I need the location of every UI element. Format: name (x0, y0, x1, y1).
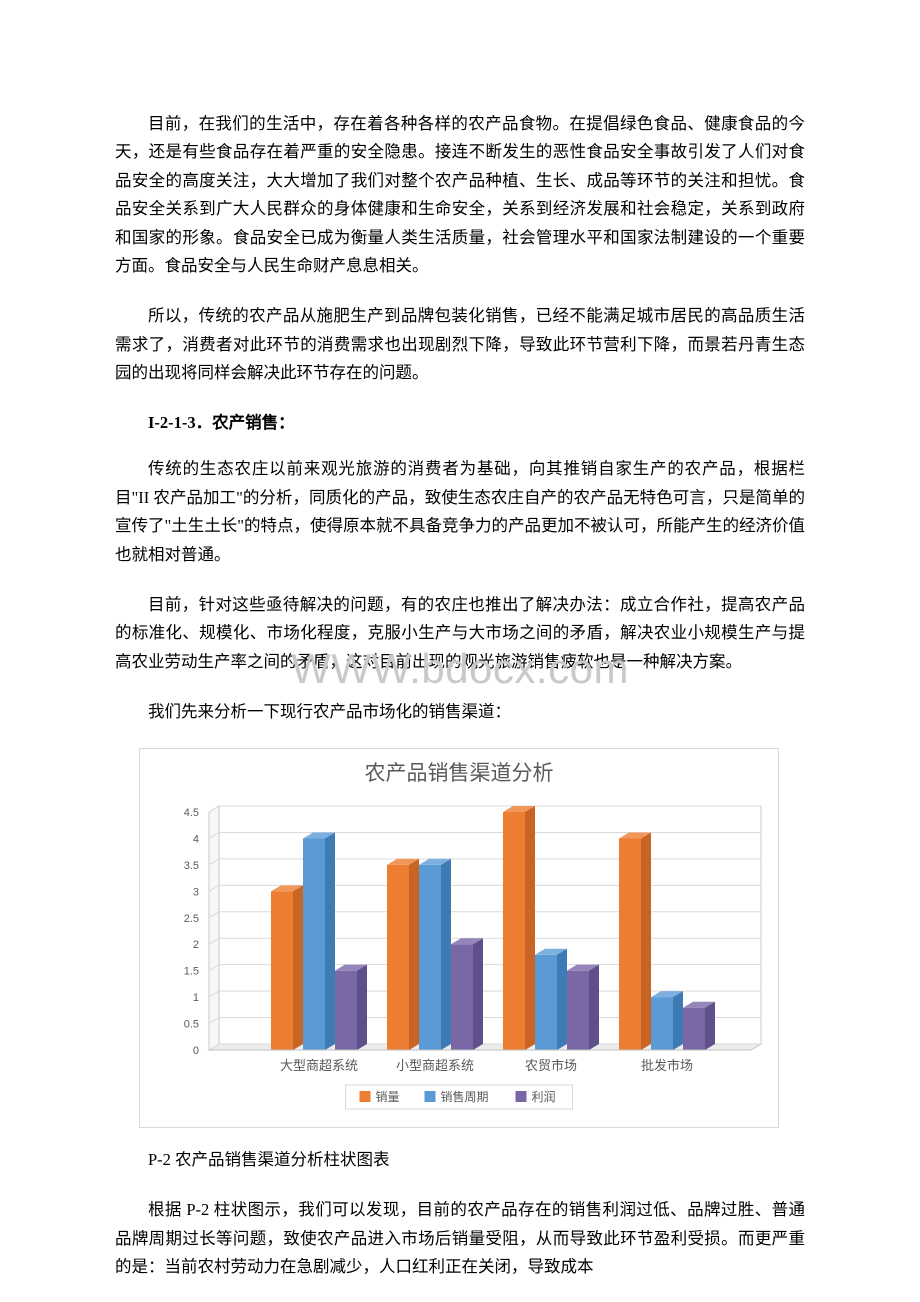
paragraph-5: 我们先来分析一下现行农产品市场化的销售渠道： (115, 698, 805, 726)
svg-text:大型商超系统: 大型商超系统 (280, 1058, 358, 1073)
svg-text:利润: 利润 (532, 1090, 556, 1104)
svg-text:小型商超系统: 小型商超系统 (396, 1058, 474, 1073)
svg-text:1.5: 1.5 (184, 966, 199, 978)
paragraph-2: 所以，传统的农产品从施肥生产到品牌包装化销售，已经不能满足城市居民的高品质生活需… (115, 302, 805, 387)
paragraph-6: 根据 P-2 柱状图示，我们可以发现，目前的农产品存在的销售利润过低、品牌过胜、… (115, 1196, 805, 1281)
paragraph-3: 传统的生态农庄以前来观光旅游的消费者为基础，向其推销自家生产的农产品，根据栏目"… (115, 455, 805, 569)
sales-channel-chart: 农产品销售渠道分析 0 0.5 1 1.5 2 2.5 3 3.5 4 4.5 大型商超系统 小型商超系… (139, 748, 779, 1128)
svg-text:农产品销售渠道分析: 农产品销售渠道分析 (365, 762, 554, 785)
svg-text:3.5: 3.5 (184, 860, 199, 872)
svg-text:0: 0 (193, 1045, 199, 1057)
section-heading: I-2-1-3．农产销售： (115, 409, 805, 433)
svg-text:3: 3 (193, 887, 199, 899)
paragraph-4: 目前，针对这些亟待解决的问题，有的农庄也推出了解决办法：成立合作社，提高农产品的… (115, 591, 805, 676)
svg-text:农贸市场: 农贸市场 (525, 1058, 577, 1073)
svg-text:0.5: 0.5 (184, 1019, 199, 1031)
bar-chart-svg: 农产品销售渠道分析 0 0.5 1 1.5 2 2.5 3 3.5 4 4.5 大型商超系统 小型商超系… (139, 748, 779, 1128)
chart-caption: P-2 农产品销售渠道分析柱状图表 (115, 1146, 805, 1174)
document-page: WWW.bdocx.com 目前，在我们的生活中，存在着各种各样的农产品食物。在… (0, 0, 920, 1302)
svg-text:4: 4 (193, 834, 199, 846)
svg-text:2.5: 2.5 (184, 913, 199, 925)
svg-text:1: 1 (193, 992, 199, 1004)
svg-text:4.5: 4.5 (184, 807, 199, 819)
svg-text:2: 2 (193, 940, 199, 952)
svg-text:销售周期: 销售周期 (441, 1089, 489, 1104)
svg-text:批发市场: 批发市场 (641, 1058, 693, 1073)
svg-text:销量: 销量 (376, 1090, 400, 1104)
paragraph-1: 目前，在我们的生活中，存在着各种各样的农产品食物。在提倡绿色食品、健康食品的今天… (115, 110, 805, 280)
